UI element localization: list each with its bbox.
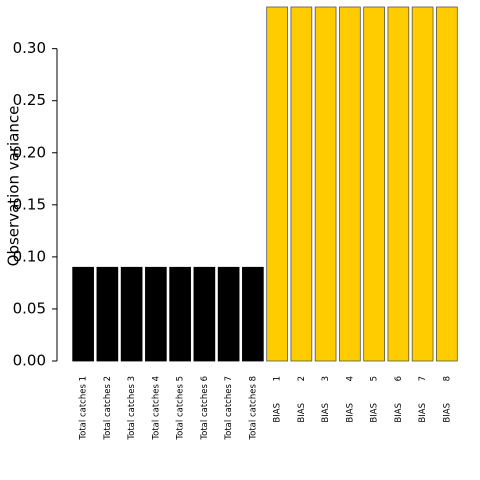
bar	[120, 266, 143, 362]
x-tick-label: BIAS 6	[394, 376, 404, 423]
bar	[290, 6, 313, 362]
bar	[72, 266, 94, 362]
y-tick-label: 0.00	[13, 352, 46, 370]
y-axis-label: Observation variance	[5, 106, 23, 267]
x-tick-label: Total catches 3	[127, 376, 137, 441]
x-tick-label: BIAS 8	[442, 376, 452, 423]
y-tick-label: 0.10	[13, 247, 46, 265]
x-tick-label: BIAS 3	[321, 376, 331, 423]
bar	[242, 266, 264, 362]
x-tick-label: BIAS 5	[370, 376, 380, 423]
x-tick-label: BIAS 2	[297, 376, 307, 423]
bar	[96, 266, 119, 362]
bar	[363, 6, 385, 362]
x-tick-label: BIAS 1	[273, 376, 283, 423]
x-tick-label: BIAS 7	[418, 376, 428, 423]
x-tick-label: Total catches 4	[151, 376, 161, 441]
x-tick-label: BIAS 4	[345, 376, 355, 423]
x-tick-label: Total catches 1	[79, 376, 89, 441]
x-tick-label: Total catches 2	[103, 376, 113, 441]
bar	[339, 6, 361, 362]
x-tick-label: Total catches 5	[176, 376, 186, 441]
bar	[411, 6, 434, 362]
bar	[145, 266, 167, 362]
bar	[387, 6, 410, 362]
bar	[266, 6, 288, 362]
bar	[193, 266, 216, 362]
y-tick-label: 0.20	[13, 143, 46, 161]
bar	[314, 6, 337, 362]
x-tick-label: Total catches 7	[224, 376, 234, 441]
bar	[436, 6, 458, 362]
y-tick-label: 0.30	[13, 39, 46, 57]
x-tick-label: Total catches 6	[200, 376, 210, 441]
y-tick-label: 0.25	[13, 91, 46, 109]
y-tick-label: 0.15	[13, 195, 46, 213]
bar	[169, 266, 191, 362]
x-tick-label: Total catches 8	[248, 376, 258, 441]
y-tick-label: 0.05	[13, 299, 46, 317]
bar	[217, 266, 240, 362]
